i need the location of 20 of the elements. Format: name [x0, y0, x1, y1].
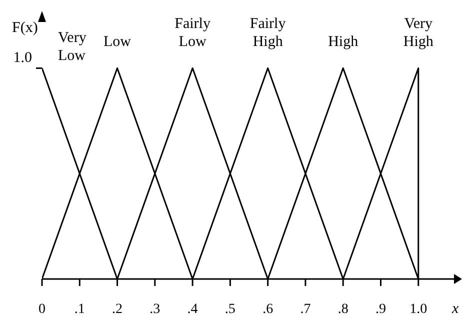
y-axis-title: F(x): [12, 20, 38, 36]
x-tick-label: .1: [74, 302, 85, 317]
series-label: Fairly High: [250, 16, 286, 50]
x-tick-label: 1.0: [410, 302, 428, 317]
x-tick-label: .7: [300, 302, 311, 317]
x-tick-label: .2: [112, 302, 123, 317]
series-label: Very Low: [58, 30, 87, 64]
x-tick-label: .4: [187, 302, 198, 317]
x-tick-label: .8: [338, 302, 348, 317]
x-tick-label: .3: [150, 302, 160, 317]
series-label: Very High: [403, 16, 434, 50]
x-tick-label: .5: [224, 302, 236, 317]
x-tick-label: 0: [38, 302, 46, 317]
x-tick-label: .6: [262, 302, 274, 317]
series-label: Low: [104, 34, 132, 50]
series-label: Fairly Low: [174, 16, 211, 50]
x-tick-label: .9: [375, 302, 386, 317]
x-axis-title: x: [451, 301, 459, 317]
series-label: High: [328, 34, 359, 50]
text: 1.0: [13, 50, 32, 66]
